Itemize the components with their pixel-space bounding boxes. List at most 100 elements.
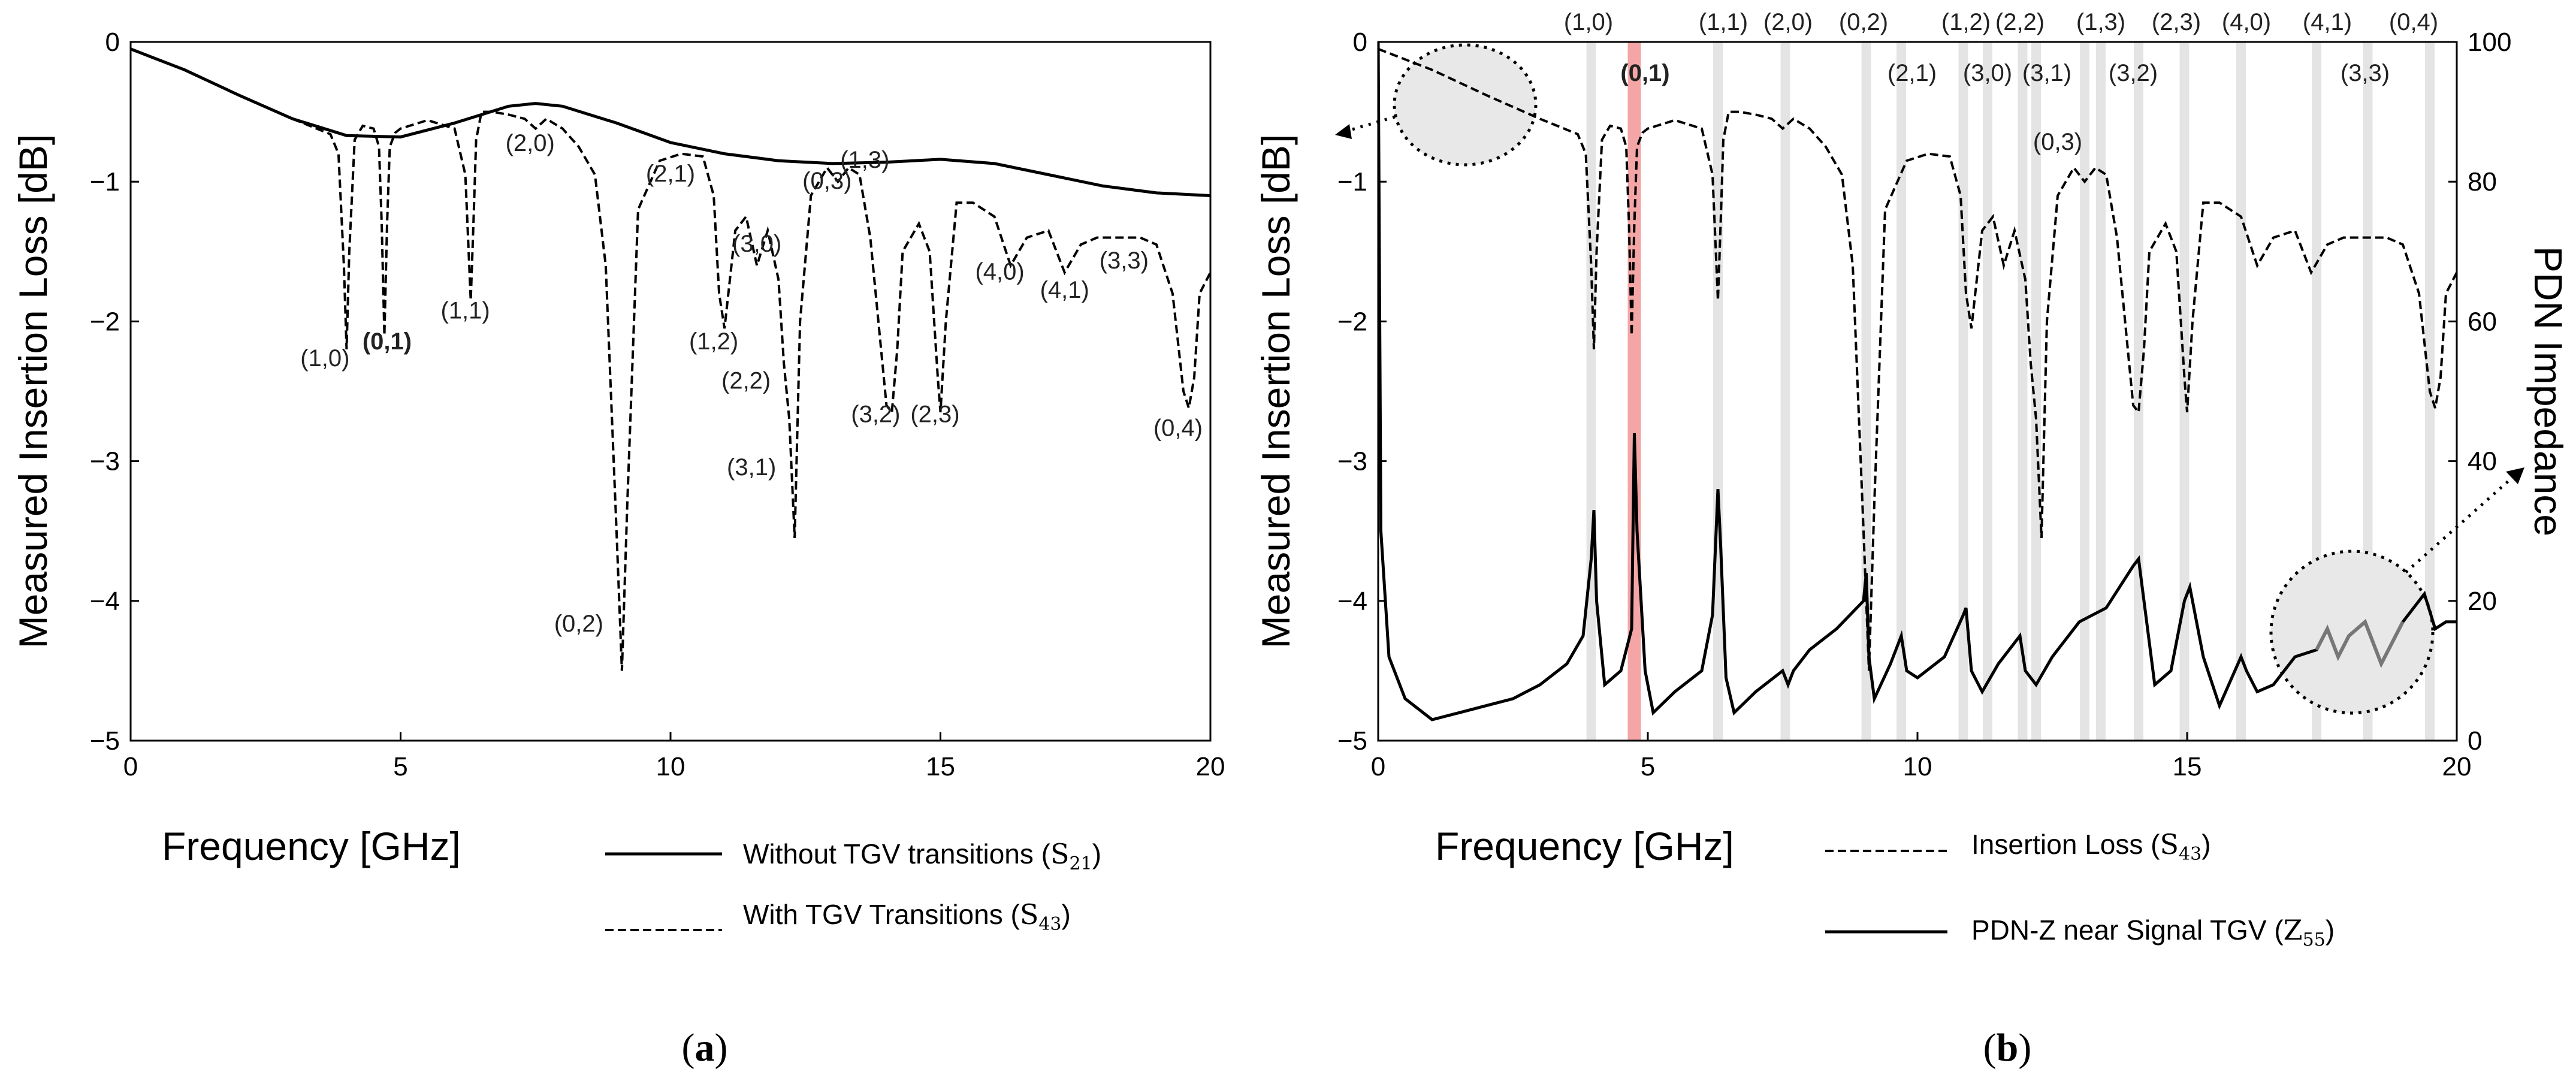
panel-a-mode-label: (4,0): [975, 258, 1024, 285]
panel-a-caption-letter: a: [695, 1026, 715, 1070]
panel-b-mode-label: (2,2): [1995, 9, 2045, 35]
panel-a-mode-label: (3,3): [1100, 247, 1149, 274]
panel-b-xtick-label: 15: [2173, 752, 2202, 781]
panel-a-xtick-label: 20: [1196, 752, 1225, 781]
panel-b-mode-band: [1983, 42, 1992, 741]
panel-b-mode-band: [1861, 42, 1871, 741]
panel-a-mode-label: (3,0): [732, 231, 781, 257]
panel-a-xtick-label: 5: [393, 752, 407, 781]
panel-b-mode-label: (2,3): [2152, 9, 2201, 35]
panel-b-legend-solid-close: ): [2326, 914, 2335, 946]
panel-b-ytick-right-label: 60: [2468, 307, 2497, 336]
panel-a-mode-label: (2,0): [506, 130, 555, 156]
panel-a-mode-label: (0,2): [554, 611, 603, 637]
panel-a-legend-dashed-close: ): [1062, 899, 1071, 930]
panel-a-legend-solid-text: Without TGV transitions (: [743, 838, 1051, 869]
panel-b-ytick-label: 0: [1353, 28, 1367, 57]
panel-b-mode-bands: [1586, 42, 2435, 741]
panel-b-mode-band: [2018, 42, 2028, 741]
panel-b-legend-solid-text: PDN-Z near Signal TGV (: [1971, 914, 2284, 946]
panel-b-mode-label: (3,0): [1963, 60, 2012, 86]
panel-a-legend-solid-close: ): [1092, 838, 1101, 869]
panel-a-mode-label: (1,3): [840, 147, 889, 173]
panel-b-arrow-left: [1343, 115, 1396, 134]
panel-b-caption-close: ): [2018, 1026, 2031, 1070]
panel-a-mode-label-highlight: (0,1): [363, 328, 412, 355]
panel-b-mode-label: (0,4): [2389, 9, 2438, 35]
panel-a-caption-close: ): [715, 1026, 728, 1070]
panel-a-ytick-label: 0: [105, 28, 120, 57]
panel-a-mode-label: (3,2): [851, 401, 900, 427]
panel-b-ytick-right-label: 40: [2468, 447, 2497, 476]
panel-b-arrowhead-left-icon: [1335, 124, 1352, 139]
panel-b-mode-label: (4,0): [2222, 9, 2271, 35]
panel-b-xtick-label: 0: [1371, 752, 1385, 781]
panel-b-mode-labels: (1,0) (1,1) (2,0) (0,2) (1,2) (2,2) (1,3) (2,3)…: [1564, 9, 2438, 155]
panel-a-xtick-label: 10: [656, 752, 685, 781]
panel-b-xtick-label: 5: [1641, 752, 1655, 781]
panel-b-mode-band: [2134, 42, 2143, 741]
panel-b-mode-label: (3,2): [2109, 60, 2158, 86]
panel-b-xtick-label: 20: [2442, 752, 2472, 781]
panel-a-mode-label: (1,2): [689, 328, 738, 355]
panel-b-mode-band: [2096, 42, 2106, 741]
panel-a-mode-label: (1,0): [300, 345, 349, 372]
panel-b-series-pdn-z-highlight: [2315, 618, 2405, 669]
panel-b-ytick-label: −4: [1337, 587, 1367, 616]
panel-a-ytick-label: −5: [90, 726, 120, 756]
panel-a-series-with-tgv: [131, 47, 1210, 671]
panel-b-legend-dashed-symbol: S: [2160, 828, 2179, 860]
panel-b-mode-label-highlight: (0,1): [1620, 60, 1669, 86]
panel-b-mode-band: [2031, 42, 2041, 741]
panel-a-mode-label: (3,1): [727, 454, 776, 481]
panel-b-mode-label: (0,3): [2033, 129, 2082, 155]
panel-b-mode-band: [1713, 42, 1723, 741]
panel-b-legend-solid-symbol: Z: [2284, 914, 2303, 946]
panel-b-mode-label: (1,2): [1941, 9, 1991, 35]
panel-a-mode-labels: (1,0) (0,1) (1,1) (2,0) (2,1) (3,0) (1,2) (0,3)…: [300, 130, 1203, 637]
panel-b-xtick-label: 10: [1903, 752, 1932, 781]
panel-b-ylabel: Measured Insertion Loss [dB]: [1254, 134, 1298, 648]
panel-a-legend-dashed-subscript: 43: [1038, 914, 1061, 935]
panel-a-legend-dashed-text: With TGV Transitions (: [743, 899, 1020, 930]
panel-a-legend-solid: Without TGV transitions (S21): [743, 838, 1101, 874]
panel-b-mode-label: (1,0): [1564, 9, 1613, 35]
panel-a-mode-label: (2,1): [646, 161, 695, 187]
panel-b-legend-solid-subscript: 55: [2303, 929, 2326, 950]
panel-b-series-pdn-z: [1378, 42, 2457, 721]
panel-a-mode-label: (2,2): [721, 367, 771, 394]
panel-b-mode-band: [2179, 42, 2190, 741]
panel-a-ytick-label: −1: [90, 167, 120, 197]
panel-a-xtick-label: 15: [926, 752, 955, 781]
panel-b-ytick-right-label: 0: [2468, 726, 2482, 756]
panel-b-legend-dashed-text: Insertion Loss (: [1971, 829, 2160, 860]
panel-a-mode-label: (4,1): [1040, 277, 1089, 303]
panel-a-xtick-label: 0: [123, 752, 138, 781]
panel-a-ytick-label: −3: [90, 447, 120, 476]
panel-a-mode-label: (0,3): [802, 168, 851, 194]
panel-b-mode-band: [2236, 42, 2246, 741]
panel-b-xlabel: Frequency [GHz]: [1435, 824, 1734, 868]
panel-b-arrowhead-right-icon: [2506, 467, 2524, 484]
panel-a-ylabel: Measured Insertion Loss [dB]: [11, 134, 55, 648]
panel-b-ytick-label: −2: [1337, 307, 1367, 336]
panel-b-ytick-right-label: 20: [2468, 587, 2497, 616]
panel-a-xlabel: Frequency [GHz]: [162, 824, 461, 868]
panel-b-legend-dashed: Insertion Loss (S43): [1971, 828, 2211, 865]
panel-b-ytick-label: −3: [1337, 447, 1367, 476]
panel-b-legend-solid: PDN-Z near Signal TGV (Z55): [1971, 914, 2335, 950]
panel-a-legend-solid-symbol: S: [1050, 838, 1070, 870]
panel-a-ytick-label: −2: [90, 307, 120, 336]
panel-b-mode-band: [1896, 42, 1906, 741]
panel-b-mode-label: (0,2): [1839, 9, 1888, 35]
panel-b-mode-band: [2080, 42, 2089, 741]
panel-b-ytick-label: −5: [1337, 726, 1367, 756]
panel-a-mode-label: (1,1): [440, 298, 490, 324]
panel-b-mode-label: (2,1): [1888, 60, 1937, 86]
panel-b-legend-dashed-subscript: 43: [2179, 844, 2201, 865]
panel-b-series-insertion-loss: [1378, 47, 2457, 671]
panel-b-mode-band: [1780, 42, 1790, 741]
